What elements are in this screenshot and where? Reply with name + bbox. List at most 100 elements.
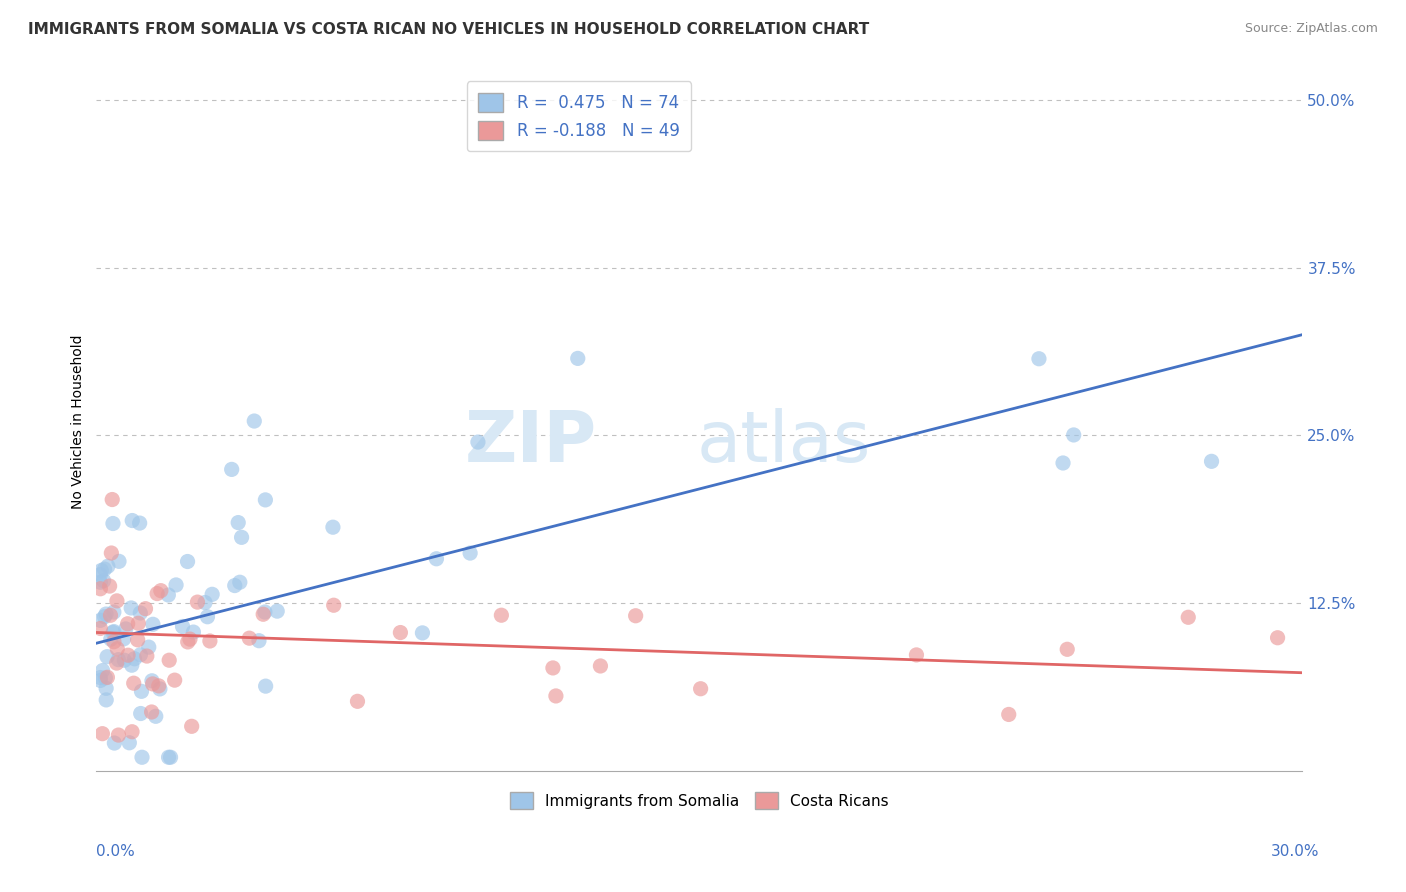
Point (105, 656, 128, 670)
Point (224, 578, 246, 592)
Point (96, 649, 118, 664)
Point (183, 625, 205, 640)
Point (94, 671, 117, 685)
Point (322, 520, 344, 534)
Point (389, 625, 412, 640)
Point (122, 676, 145, 690)
Point (221, 462, 243, 476)
Point (247, 633, 270, 648)
Point (93, 574, 115, 588)
Point (118, 736, 141, 750)
Point (121, 724, 143, 739)
Point (103, 634, 125, 648)
Point (129, 606, 152, 620)
Point (105, 594, 128, 608)
Point (101, 516, 124, 531)
Point (197, 609, 219, 624)
Point (253, 605, 276, 619)
Point (157, 750, 180, 764)
Point (93, 562, 115, 576)
Point (91, 727, 114, 741)
Point (98, 579, 121, 593)
Point (94, 607, 117, 621)
Point (89, 613, 111, 627)
Point (1267, 631, 1289, 645)
Point (89, 622, 111, 636)
Point (142, 677, 165, 691)
Point (105, 641, 128, 656)
Point (134, 601, 156, 615)
Point (135, 649, 157, 664)
Point (149, 681, 172, 696)
Point (254, 679, 277, 693)
Point (226, 516, 249, 530)
Point (425, 551, 447, 566)
Point (1201, 454, 1223, 468)
Point (107, 653, 129, 667)
Point (121, 514, 143, 528)
Point (163, 673, 186, 687)
Point (159, 750, 181, 764)
Point (131, 684, 153, 698)
Point (114, 622, 136, 636)
Point (458, 546, 481, 560)
Point (107, 728, 129, 742)
Point (157, 588, 180, 602)
Point (1177, 610, 1199, 624)
Point (176, 554, 198, 568)
Point (100, 546, 122, 560)
Point (346, 694, 368, 708)
Point (96, 670, 118, 684)
Point (322, 599, 344, 613)
Point (229, 575, 252, 590)
Point (112, 653, 135, 667)
Point (100, 608, 122, 623)
Point (142, 617, 165, 632)
Point (148, 679, 170, 693)
Point (177, 635, 200, 649)
Point (89, 582, 111, 596)
Point (128, 516, 150, 530)
Point (141, 673, 163, 688)
Point (97, 559, 120, 574)
Point (198, 634, 221, 648)
Point (905, 648, 928, 662)
Point (1056, 642, 1078, 657)
Point (103, 605, 125, 619)
Text: 0.0%: 0.0% (96, 845, 135, 859)
Point (89, 575, 111, 590)
Point (120, 601, 142, 615)
Point (186, 595, 208, 609)
Point (1052, 456, 1074, 470)
Point (127, 616, 149, 631)
Point (544, 689, 567, 703)
Point (103, 736, 125, 750)
Y-axis label: No Vehicles in Household: No Vehicles in Household (72, 334, 86, 509)
Point (108, 554, 131, 568)
Point (131, 750, 153, 764)
Point (93, 609, 115, 624)
Point (491, 608, 513, 623)
Point (127, 632, 149, 647)
Point (91, 664, 114, 678)
Point (231, 530, 253, 544)
Point (589, 659, 612, 673)
Text: 30.0%: 30.0% (1271, 845, 1319, 859)
Point (141, 705, 163, 719)
Point (121, 658, 143, 673)
Point (252, 607, 274, 622)
Point (89, 671, 111, 685)
Point (103, 624, 125, 639)
Text: ZIP: ZIP (464, 409, 598, 477)
Point (100, 632, 122, 647)
Point (201, 587, 224, 601)
Point (101, 625, 124, 640)
Point (541, 661, 564, 675)
Point (101, 492, 124, 507)
Legend: Immigrants from Somalia, Costa Ricans: Immigrants from Somalia, Costa Ricans (505, 786, 894, 815)
Point (157, 653, 180, 667)
Point (112, 632, 135, 646)
Point (624, 608, 647, 623)
Point (94, 681, 117, 696)
Text: IMMIGRANTS FROM SOMALIA VS COSTA RICAN NO VEHICLES IN HOUSEHOLD CORRELATION CHAR: IMMIGRANTS FROM SOMALIA VS COSTA RICAN N… (28, 22, 869, 37)
